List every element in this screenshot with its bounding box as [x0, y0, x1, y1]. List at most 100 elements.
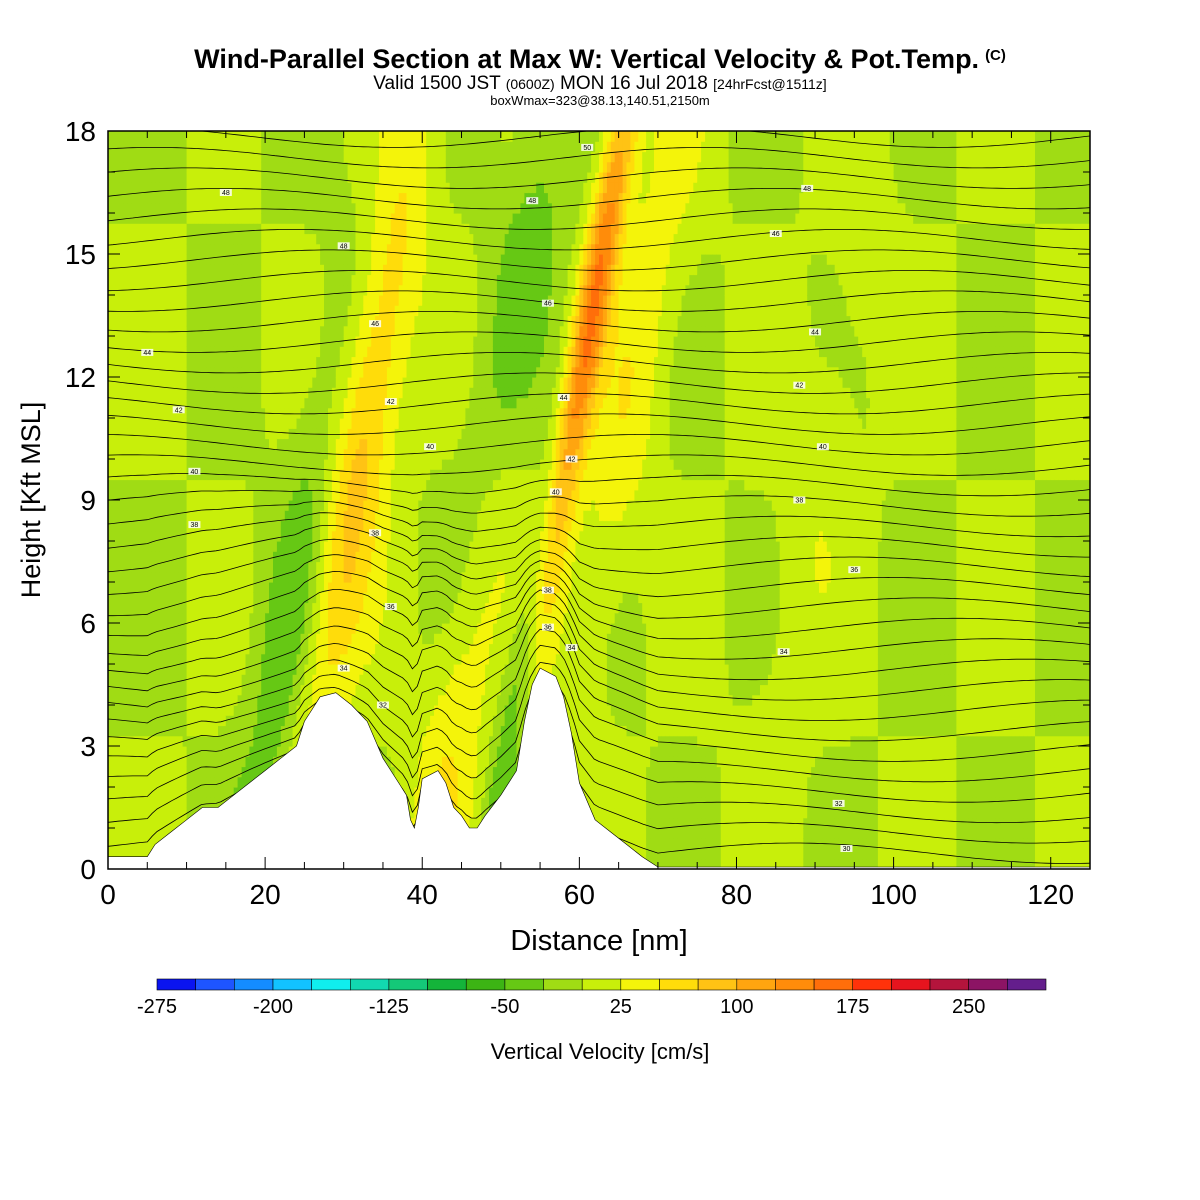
w-cell: [166, 295, 172, 306]
w-cell: [139, 377, 144, 388]
w-cell: [308, 500, 313, 511]
w-cell: [198, 192, 203, 204]
w-cell: [273, 674, 278, 686]
w-cell: [367, 243, 372, 255]
w-cell: [245, 489, 250, 501]
w-cell: [237, 592, 243, 604]
w-cell: [316, 397, 321, 409]
w-cell: [127, 131, 133, 142]
w-cell: [119, 817, 125, 829]
w-cell: [178, 725, 184, 737]
w-cell: [147, 735, 152, 747]
w-cell: [237, 674, 243, 686]
w-cell: [300, 520, 305, 532]
w-cell: [135, 377, 140, 388]
w-cell: [316, 602, 321, 614]
w-cell: [343, 489, 349, 501]
w-cell: [115, 264, 121, 276]
w-cell: [308, 274, 313, 286]
w-cell: [111, 694, 117, 706]
w-cell: [131, 684, 137, 696]
valid-time: Valid 1500 JST: [373, 73, 501, 94]
w-cell: [174, 377, 180, 388]
w-cell: [190, 397, 195, 409]
w-cell: [324, 653, 329, 665]
w-cell: [269, 469, 274, 481]
w-cell: [170, 510, 176, 522]
w-cell: [328, 346, 333, 358]
w-cell: [143, 828, 148, 839]
w-cell: [163, 715, 168, 727]
w-cell: [269, 664, 274, 675]
w-cell: [276, 664, 282, 675]
w-cell: [163, 469, 168, 481]
w-cell: [343, 161, 349, 173]
w-cell: [135, 438, 140, 450]
w-cell: [163, 202, 168, 214]
w-cell: [166, 694, 172, 706]
w-cell: [265, 551, 270, 563]
w-cell: [229, 264, 235, 276]
w-cell: [363, 161, 368, 173]
w-cell: [343, 346, 349, 358]
w-cell: [135, 623, 140, 634]
w-cell: [304, 500, 309, 511]
w-cell: [229, 612, 235, 624]
w-cell: [257, 674, 262, 686]
w-cell: [371, 571, 376, 583]
w-cell: [214, 787, 219, 798]
w-cell: [363, 664, 368, 675]
w-cell: [159, 674, 164, 686]
w-cell: [375, 284, 380, 296]
w-cell: [170, 141, 176, 153]
w-cell: [276, 254, 282, 265]
w-cell: [178, 428, 184, 440]
w-cell: [367, 643, 372, 655]
w-cell: [284, 202, 290, 214]
w-cell: [108, 233, 113, 245]
w-cell: [328, 325, 333, 337]
w-cell: [320, 510, 325, 522]
w-cell: [331, 541, 337, 552]
w-cell: [339, 479, 345, 491]
w-cell: [304, 438, 309, 450]
w-cell: [194, 653, 199, 665]
w-cell: [292, 520, 298, 532]
w-cell: [288, 233, 294, 245]
w-cell: [253, 151, 258, 163]
w-cell: [367, 469, 372, 481]
w-cell: [166, 243, 172, 255]
w-cell: [300, 274, 305, 286]
w-cell: [135, 356, 140, 368]
w-cell: [367, 366, 372, 378]
w-cell: [163, 674, 168, 686]
w-cell: [320, 418, 325, 429]
w-cell: [178, 561, 184, 573]
w-cell: [186, 684, 192, 696]
w-cell: [359, 213, 364, 224]
w-cell: [151, 838, 156, 850]
w-cell: [139, 828, 144, 839]
w-cell: [261, 735, 266, 747]
w-cell: [241, 305, 247, 317]
w-cell: [308, 623, 313, 634]
w-cell: [147, 653, 152, 665]
w-cell: [379, 705, 384, 716]
w-cell: [280, 479, 286, 491]
w-cell: [182, 274, 188, 286]
w-cell: [245, 418, 250, 429]
w-cell: [276, 735, 282, 747]
w-cell: [261, 582, 266, 593]
w-cell: [131, 284, 137, 296]
w-cell: [304, 530, 309, 542]
w-cell: [320, 448, 325, 460]
w-cell: [182, 407, 188, 419]
w-cell: [151, 315, 156, 327]
w-cell: [131, 694, 137, 706]
w-cell: [347, 172, 353, 183]
w-cell: [127, 254, 133, 265]
w-cell: [339, 459, 345, 470]
w-cell: [339, 254, 345, 265]
w-cell: [182, 182, 188, 194]
w-cell: [292, 551, 298, 563]
